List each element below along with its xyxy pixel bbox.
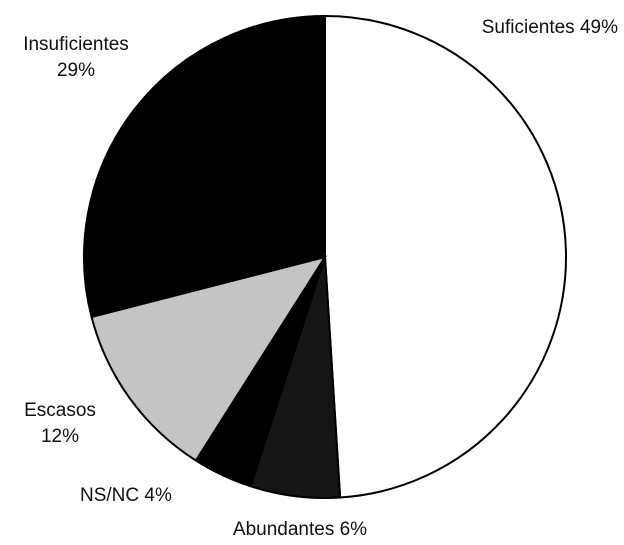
slice-value-label: 4% — [144, 485, 172, 506]
slice-value-label: 6% — [340, 519, 368, 540]
pie-slice — [324, 14, 567, 499]
slice-label-group: NS/NC 4% — [80, 485, 172, 506]
slice-value-label: 29% — [57, 60, 95, 81]
slice-value-label: 49% — [580, 17, 618, 38]
slice-label: Suficientes — [482, 17, 575, 38]
slice-label: Abundantes — [233, 519, 334, 540]
slice-label-group: Abundantes 6% — [233, 519, 367, 540]
pie-slice — [83, 14, 326, 319]
slice-value-label: 12% — [41, 426, 79, 447]
slice-label: Insuficientes — [23, 34, 129, 55]
pie-slice — [90, 255, 328, 462]
slice-label: NS/NC — [80, 485, 139, 506]
slice-label-group: Suficientes 49% — [482, 17, 618, 38]
slice-label: Escasos — [24, 400, 96, 421]
